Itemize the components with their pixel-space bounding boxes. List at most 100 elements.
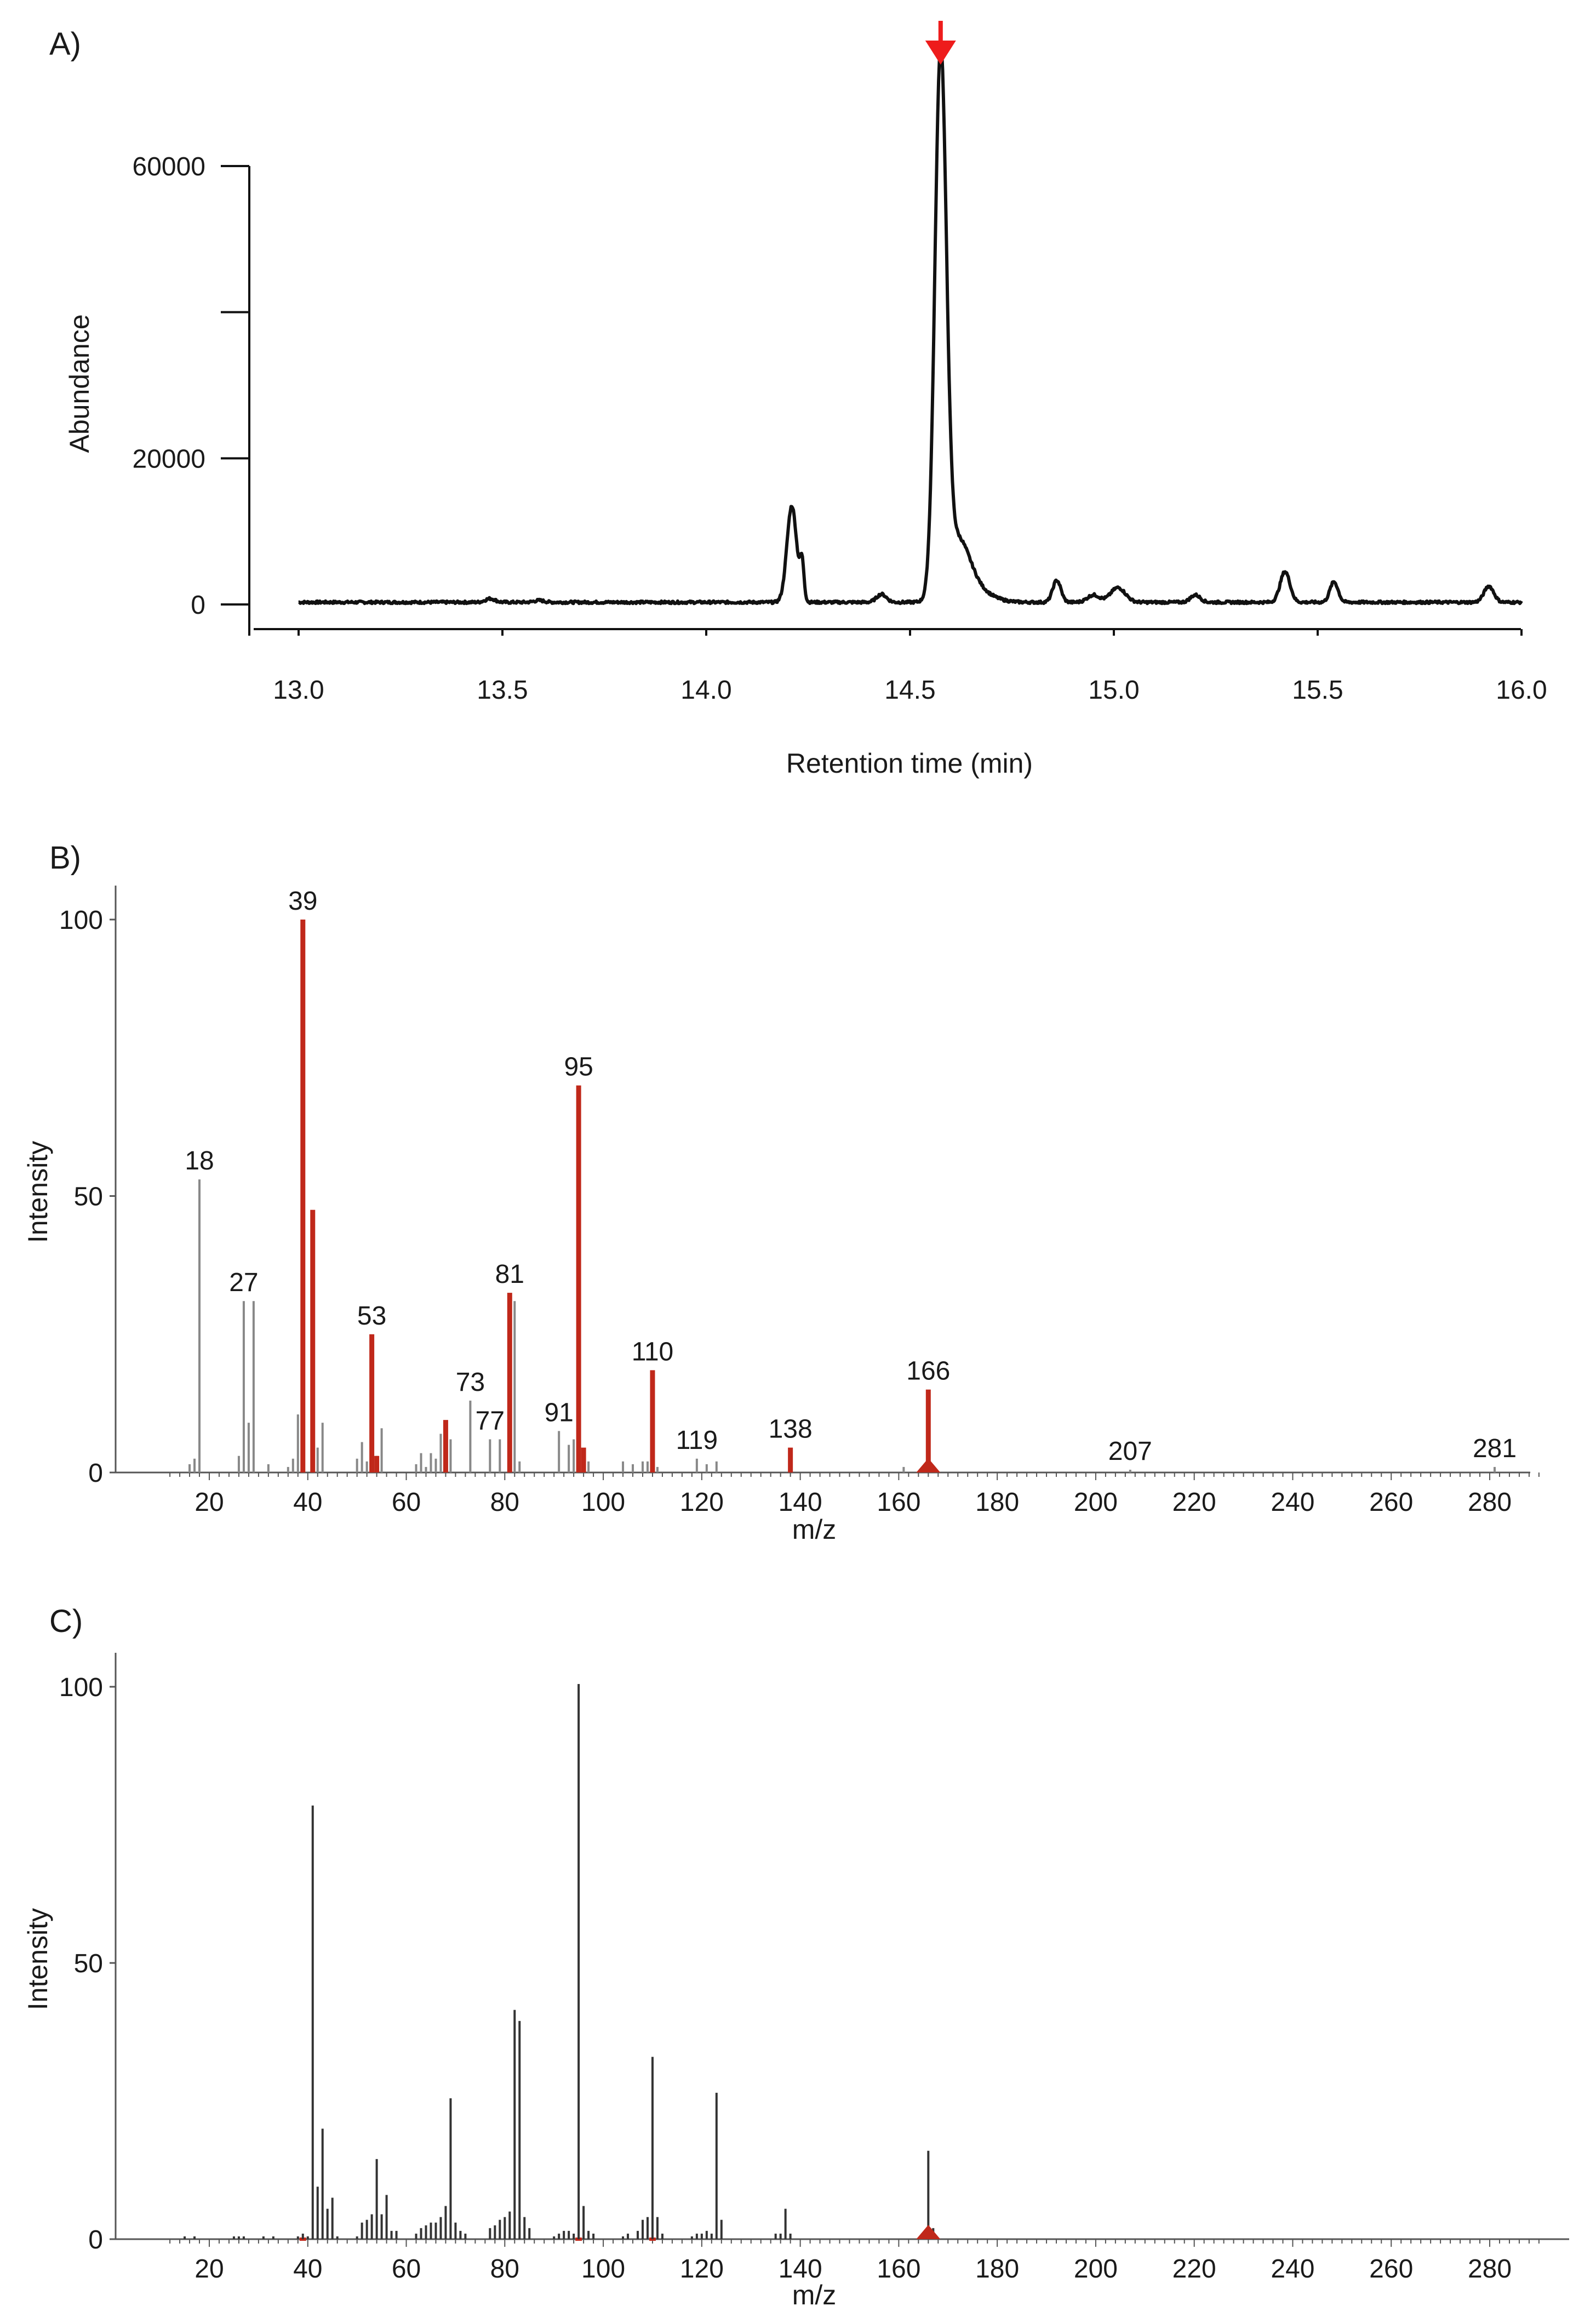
reference-bar <box>444 2206 447 2239</box>
reference-bar <box>311 1805 314 2239</box>
library-bar <box>316 1447 319 1472</box>
sample-bar <box>925 1389 931 1472</box>
library-bar <box>252 1301 255 1472</box>
x-tick-label: 80 <box>490 2254 519 2284</box>
panel-a-x-ticks: 13.0 13.5 14.0 14.5 15.0 15.5 16.0 <box>273 629 1547 705</box>
peak-label: 91 <box>544 1398 573 1427</box>
library-bar <box>287 1466 289 1472</box>
library-bar <box>902 1466 905 1472</box>
reference-bar <box>454 2222 457 2239</box>
x-tick-label: 180 <box>975 1488 1019 1517</box>
library-bar <box>380 1428 383 1472</box>
reference-bar <box>641 2219 644 2239</box>
peak-label: 110 <box>632 1337 674 1366</box>
reference-bar <box>385 2195 388 2239</box>
y-tick-label: 60000 <box>133 152 205 181</box>
library-bar <box>415 1464 417 1472</box>
library-bar <box>513 1301 516 1472</box>
peak-label: 281 <box>1473 1434 1517 1463</box>
x-tick-label: 240 <box>1271 2254 1314 2284</box>
panel-a-ylabel: Abundance <box>64 314 95 453</box>
peak-label: 81 <box>495 1260 524 1289</box>
reference-bar <box>365 2219 368 2239</box>
reference-bar <box>430 2222 432 2239</box>
peak-label: 73 <box>456 1368 485 1397</box>
library-bar <box>361 1442 363 1472</box>
panel-b-label: B) <box>49 840 81 876</box>
library-bar <box>296 1414 299 1472</box>
chromatogram-trace <box>298 43 1523 606</box>
x-tick-label: 60 <box>392 1488 421 1517</box>
x-tick-label: 140 <box>779 2254 822 2284</box>
reference-bar <box>656 2217 659 2239</box>
panel-a-xlabel: Retention time (min) <box>786 748 1033 779</box>
reference-bar <box>489 2228 491 2239</box>
library-bar <box>365 1461 368 1472</box>
x-tick-label: 13.5 <box>477 676 528 705</box>
reference-bar <box>242 2236 245 2239</box>
peak-label: 95 <box>564 1053 593 1082</box>
peak-label: 39 <box>288 887 317 916</box>
reference-bar <box>646 2217 649 2239</box>
panel-b-library-bars <box>188 1179 1496 1472</box>
x-tick-label: 200 <box>1074 2254 1118 2284</box>
reference-bar <box>420 2228 422 2239</box>
reference-bar <box>558 2233 560 2239</box>
sample-bar <box>507 1293 512 1472</box>
reference-bar <box>568 2230 570 2239</box>
x-tick-label: 280 <box>1468 1488 1512 1517</box>
library-bar <box>489 1439 491 1472</box>
reference-bar <box>779 2233 782 2239</box>
panel-b-mass-spectrum: B) m/z Intensity 0 50 100 20 40 60 80 100 120 14… <box>22 840 1540 1545</box>
library-bar <box>356 1458 358 1472</box>
reference-bar <box>296 2236 299 2239</box>
library-bar <box>439 1434 442 1472</box>
reference-bar <box>321 2128 324 2239</box>
reference-bar <box>528 2228 531 2239</box>
x-tick-label: 220 <box>1172 2254 1216 2284</box>
y-tick-label: 0 <box>191 591 205 620</box>
x-tick-label: 120 <box>680 2254 724 2284</box>
reference-bar <box>587 2230 590 2239</box>
peak-arrow-icon <box>925 21 956 65</box>
reference-bar <box>651 2057 654 2239</box>
x-tick-label: 260 <box>1369 1488 1413 1517</box>
library-bar <box>632 1464 634 1472</box>
library-bar <box>247 1423 250 1472</box>
reference-bar <box>700 2233 703 2239</box>
panel-b-precursor-marker-icon <box>916 1458 941 1472</box>
reference-bar <box>789 2233 792 2239</box>
library-bar <box>705 1464 708 1472</box>
reference-bar <box>627 2233 630 2239</box>
sample-bar <box>576 1085 581 1472</box>
library-bar <box>646 1461 649 1472</box>
reference-bar <box>415 2233 417 2239</box>
x-tick-label: 260 <box>1369 2254 1413 2284</box>
reference-bar <box>582 2206 585 2239</box>
reference-bar <box>518 2021 521 2239</box>
reference-bar <box>784 2208 787 2239</box>
x-tick-label: 200 <box>1074 1488 1118 1517</box>
sample-bar <box>374 1456 380 1472</box>
library-bar <box>188 1464 191 1472</box>
panel-b-ylabel: Intensity <box>22 1141 53 1243</box>
library-bar <box>1129 1469 1131 1472</box>
peak-label: 207 <box>1108 1437 1152 1466</box>
reference-bar <box>592 2233 595 2239</box>
library-bar <box>449 1439 452 1472</box>
panel-c-reference-bars <box>184 1683 935 2239</box>
reference-bar <box>449 2098 452 2239</box>
library-bar <box>587 1461 590 1472</box>
peak-label: 53 <box>357 1302 386 1331</box>
x-tick-label: 16.0 <box>1496 676 1547 705</box>
reference-bar <box>553 2236 556 2239</box>
y-tick-label: 50 <box>74 1183 103 1212</box>
library-bar <box>425 1466 427 1472</box>
sample-bar <box>300 920 306 1472</box>
y-tick-label: 100 <box>59 1673 103 1702</box>
x-tick-label: 40 <box>293 1488 322 1517</box>
y-tick-label: 20000 <box>133 444 205 473</box>
reference-bar <box>927 2150 930 2239</box>
library-bar <box>430 1453 432 1472</box>
x-tick-label: 20 <box>195 1488 224 1517</box>
